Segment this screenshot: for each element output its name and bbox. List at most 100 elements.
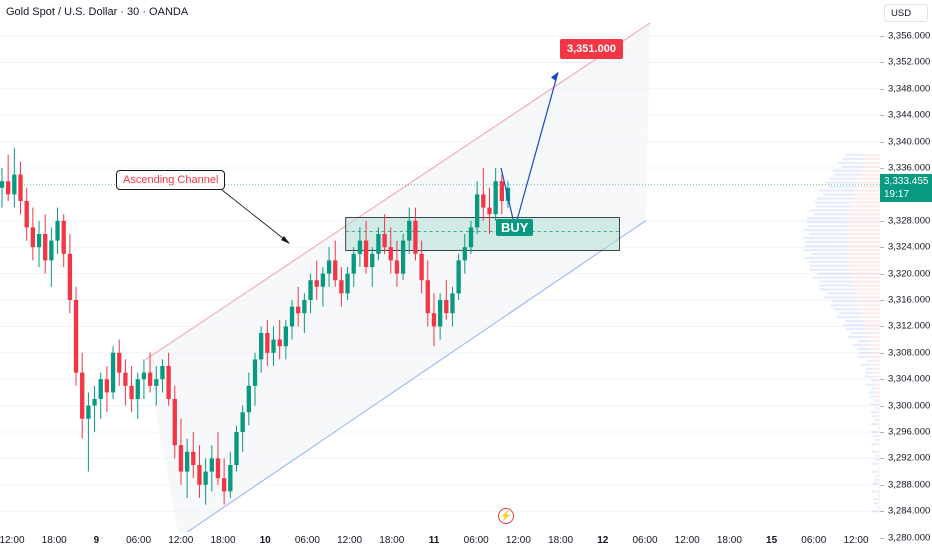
volume-bar-down [870,351,880,354]
candle-body [259,333,264,360]
volume-bar-down [850,201,880,204]
volume-bar-up [809,264,849,267]
volume-bar-down [877,502,880,505]
candle [333,240,338,287]
volume-bar-up [812,276,850,279]
candle [154,366,159,406]
volume-bar-up [803,229,846,232]
time-axis[interactable]: 12:00 18:00 9 06:00 12:00 18:00 10 06:00 12:00 18… [0,532,880,550]
candle [129,366,134,413]
candle [221,458,227,505]
volume-bar-down [873,371,880,374]
chart-area[interactable]: Gold Spot / U.S. Dollar · 30 · OANDA Asc… [0,0,880,532]
candle [326,247,332,287]
candle-body [135,379,140,399]
target-price-label[interactable]: 3,351.000 [560,39,623,59]
volume-bar-up [871,387,877,390]
candle-body [166,366,171,399]
candle-body [308,280,313,300]
volume-bar-up [873,502,878,505]
candle-body [481,194,486,208]
candle [24,187,29,241]
candle [234,425,239,472]
candle [123,359,128,406]
volume-bar-up [878,466,880,469]
candle [481,168,486,221]
volume-bar-up [857,339,871,343]
candle-body [80,372,85,419]
candle-body [104,379,110,393]
candle [141,359,147,399]
candle [370,247,375,287]
volume-bar-up [842,324,864,327]
volume-bar-up [809,260,849,263]
candle-body [277,339,282,347]
upper-channel-line [145,22,651,360]
volume-bar-up [871,431,877,434]
current-price-value: 3,333.455 [884,176,929,187]
currency-button[interactable]: USD [884,4,928,22]
candle-body [234,432,239,465]
candle [166,352,171,406]
volume-bar-up [807,217,848,220]
price-tick-label: 3,356.000 [888,30,931,42]
candle [505,181,511,208]
candle [487,187,492,234]
candle [388,227,393,274]
volume-bar-up [846,328,865,331]
candle [259,326,264,373]
price-tick-label: 3,308.000 [888,347,931,359]
price-axis[interactable]: 3,356.000 3,352.000 3,348.000 3,344.000 3,34… [880,0,932,550]
volume-bar-up [872,415,877,418]
lightning-icon[interactable]: ⚡ [498,508,514,524]
price-tick-mark [880,352,884,354]
price-tick-label: 3,284.000 [888,505,931,517]
volume-bar-down [857,304,880,307]
candle-body [73,300,79,373]
price-tick-label: 3,340.000 [888,136,931,148]
price-tick-label: 3,328.000 [888,215,931,227]
volume-bar-down [876,415,880,418]
price-tick-mark [880,168,884,169]
candle [407,207,412,254]
candle [147,352,153,393]
candle [55,207,60,254]
volume-bar-up [809,268,849,271]
candle [110,346,116,399]
candle [184,438,190,498]
candle [456,253,461,300]
volume-bar-up [825,181,856,184]
volume-bar-up [816,197,852,200]
projection-arrowhead [551,72,558,82]
candle [296,286,301,327]
callout-arrowhead [281,236,290,244]
volume-bar-down [876,490,880,493]
volume-bar-down [878,474,880,477]
candle-body [456,260,461,294]
volume-bar-up [843,157,864,160]
candle [277,319,282,360]
buy-label[interactable]: BUY [496,219,534,236]
time-tick-label: 18:00 [716,535,742,546]
volume-bar-down [852,189,880,192]
candle [363,220,369,274]
price-tick-label: 3,300.000 [888,400,931,412]
candle [493,168,498,221]
volume-bar-up [871,470,877,473]
volume-bar-up [873,434,878,438]
candle-body [252,359,258,386]
volume-bar-up [845,320,865,323]
ascending-channel-label[interactable]: Ascending Channel [116,170,226,190]
volume-bar-down [876,431,880,434]
volume-bar-up [877,427,879,430]
volume-bar-down [878,494,880,497]
volume-bar-up [865,371,874,374]
volume-bar-up [859,351,871,354]
candlestick-chart[interactable] [0,0,880,532]
time-tick-label: 11 [428,535,440,546]
volume-bar-down [877,434,880,438]
candle-body [265,333,270,353]
candle-body [0,181,5,188]
candle-body [160,366,165,380]
price-tick-mark [880,511,884,513]
